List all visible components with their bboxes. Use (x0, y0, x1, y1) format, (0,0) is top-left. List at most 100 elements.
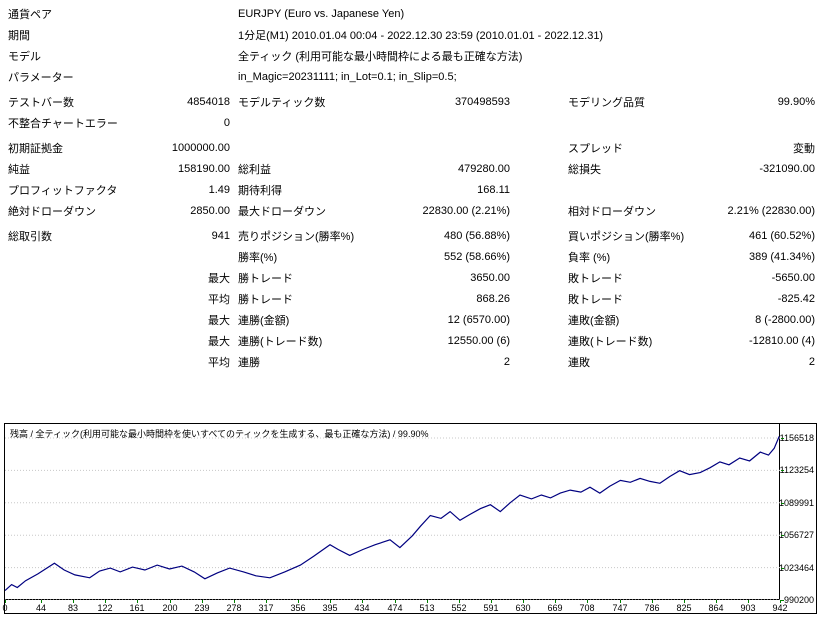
y-axis-label: 1056727 (778, 530, 814, 540)
x-axis-label: 0 (2, 603, 8, 613)
stat-value-2: 12 (6570.00) (447, 313, 510, 326)
stat-label-2: 最大ドローダウン (238, 205, 326, 218)
stat-label-2: 勝率(%) (238, 251, 278, 264)
x-axis-tick (459, 600, 460, 603)
x-axis-tick (780, 600, 781, 603)
stat-value-2: 479280.00 (458, 162, 510, 175)
header-row: 期間 1分足(M1) 2010.01.04 00:04 - 2022.12.30 … (8, 24, 821, 45)
stat-label-2: 連勝(トレード数) (238, 335, 323, 348)
stat-label-2: 売りポジション(勝率%) (238, 230, 355, 243)
stat-value-2: 22830.00 (2.21%) (422, 204, 510, 217)
x-axis-label: 747 (612, 603, 628, 613)
x-axis-label: 83 (67, 603, 79, 613)
stat-label-3: 買いポジション(勝率%) (568, 230, 685, 243)
stats-row: 平均 連勝 2 連敗 2 (8, 351, 821, 372)
stat-label-2: 勝トレード (238, 272, 293, 285)
stat-value-1: 最大 (208, 314, 230, 327)
x-axis-label: 278 (226, 603, 242, 613)
stat-label-2: モデルティック数 (238, 96, 326, 109)
stat-value-1: 0 (223, 116, 230, 129)
stat-value-3: 2 (808, 355, 815, 368)
x-axis-label: 552 (451, 603, 467, 613)
x-axis-label: 317 (258, 603, 274, 613)
stat-label-1: テストバー数 (8, 96, 74, 109)
x-axis-label: 239 (194, 603, 210, 613)
header-value: 全ティック (利用可能な最小時間枠による最も正確な方法) (238, 50, 523, 63)
stat-value-3: 389 (41.34%) (748, 250, 815, 263)
y-axis-tick (781, 535, 784, 536)
x-axis-label: 513 (419, 603, 435, 613)
stat-label-3: 連敗(金額) (568, 314, 620, 327)
x-axis-label: 161 (129, 603, 145, 613)
header-label: 期間 (8, 29, 30, 42)
stat-label-1: 絶対ドローダウン (8, 205, 96, 218)
stats-row: 絶対ドローダウン 2850.00 最大ドローダウン 22830.00 (2.21%) 相… (8, 200, 821, 221)
x-axis-tick (427, 600, 428, 603)
header-label: パラメーター (8, 71, 74, 84)
y-axis-label: 1089991 (778, 498, 814, 508)
chart-title: 残高 / 全ティック(利用可能な最小時間枠を使いすべてのティックを生成する、最も… (10, 429, 429, 439)
y-axis-tick (781, 503, 784, 504)
x-axis-tick (652, 600, 653, 603)
x-axis-label: 434 (354, 603, 370, 613)
stat-value-3: -825.42 (777, 292, 815, 305)
stats-row: 不整合チャートエラー 0 (8, 112, 821, 133)
stats-row: 最大 連勝(トレード数) 12550.00 (6) 連敗(トレード数) -12810.0… (8, 330, 821, 351)
stats-row: 純益 158190.00 総利益 479280.00 総損失 -321090.00 (8, 158, 821, 179)
x-axis-tick (395, 600, 396, 603)
x-axis-tick (298, 600, 299, 603)
stat-value-2: 480 (56.88%) (443, 229, 510, 242)
stat-value-2: 868.26 (476, 292, 510, 305)
stat-value-3: -5650.00 (771, 271, 815, 284)
x-axis-tick (684, 600, 685, 603)
stat-label-3: スプレッド (568, 142, 623, 155)
x-axis-tick (137, 600, 138, 603)
stat-value-3: 461 (60.52%) (748, 229, 815, 242)
x-axis-tick (330, 600, 331, 603)
stats-row: 総取引数 941 売りポジション(勝率%) 480 (56.88%) 買いポジション(勝… (8, 225, 821, 246)
x-axis-label: 395 (322, 603, 338, 613)
stat-label-1: プロフィットファクタ (8, 184, 118, 197)
plot-area (5, 424, 780, 600)
stat-label-3: モデリング品質 (568, 96, 645, 109)
stat-value-1: 平均 (208, 293, 230, 306)
stats-row: 初期証拠金 1000000.00 スプレッド 変動 (8, 137, 821, 158)
y-axis-tick (781, 470, 784, 471)
x-axis-tick (555, 600, 556, 603)
x-axis-tick (41, 600, 42, 603)
x-axis-tick (234, 600, 235, 603)
x-axis-label: 122 (97, 603, 113, 613)
stat-value-2: 2 (503, 355, 510, 368)
stat-label-1: 不整合チャートエラー (8, 117, 118, 130)
x-axis-label: 903 (740, 603, 756, 613)
stat-value-2: 12550.00 (6) (447, 334, 510, 347)
x-axis-label: 825 (676, 603, 692, 613)
stat-value-3: 2.21% (22830.00) (727, 204, 815, 217)
y-axis-label: 1156518 (779, 433, 814, 443)
stats-row: プロフィットファクタ 1.49 期待利得 168.11 (8, 179, 821, 200)
x-axis-label: 356 (290, 603, 306, 613)
stat-value-3: 変動 (793, 142, 815, 155)
header-row: モデル 全ティック (利用可能な最小時間枠による最も正確な方法) (8, 45, 821, 66)
y-axis-tick (781, 600, 784, 601)
stat-label-3: 相対ドローダウン (568, 205, 656, 218)
stat-label-1: 総取引数 (8, 230, 52, 243)
header-value: 1分足(M1) 2010.01.04 00:04 - 2022.12.30 23… (238, 29, 604, 42)
balance-chart: 残高 / 全ティック(利用可能な最小時間枠を使いすべてのティックを生成する、最も… (2, 423, 817, 614)
stat-label-2: 勝トレード (238, 293, 293, 306)
x-axis-tick (266, 600, 267, 603)
stat-value-1: 1.49 (208, 183, 230, 196)
stats-row: 勝率(%) 552 (58.66%) 負率 (%) 389 (41.34%) (8, 246, 821, 267)
stat-label-3: 負率 (%) (568, 251, 611, 264)
stat-label-2: 連勝 (238, 356, 260, 369)
header-row: パラメーター in_Magic=20231111; in_Lot=0.1; in_… (8, 66, 821, 87)
x-axis-label: 942 (772, 603, 788, 613)
stat-value-3: 99.90% (777, 95, 815, 108)
x-axis-tick (587, 600, 588, 603)
stat-label-1: 純益 (8, 163, 30, 176)
stat-label-3: 敗トレード (568, 293, 623, 306)
report-header-table: 通貨ペア EURJPY (Euro vs. Japanese Yen) 期間 1分足(… (0, 0, 821, 87)
x-axis-tick (523, 600, 524, 603)
header-row: 通貨ペア EURJPY (Euro vs. Japanese Yen) (8, 3, 821, 24)
y-axis-tick (781, 438, 784, 439)
